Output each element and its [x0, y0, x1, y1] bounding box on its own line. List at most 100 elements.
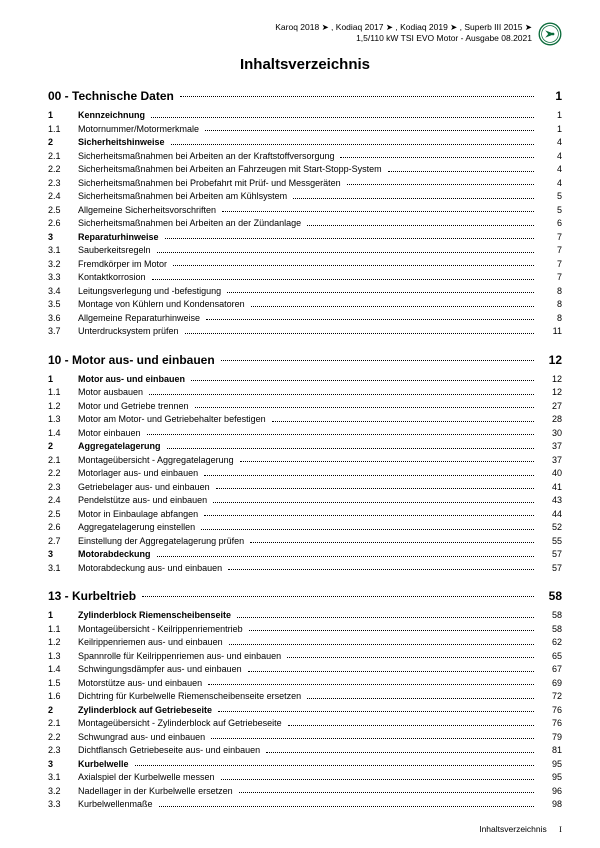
toc-row: 2.3Dichtflansch Getriebeseite aus- und e… [48, 744, 562, 758]
toc-row-label: Motor ausbauen [78, 386, 143, 400]
toc-row: 3.2Fremdkörper im Motor7 [48, 258, 562, 272]
toc-row: 2.5Motor in Einbaulage abfangen44 [48, 508, 562, 522]
toc-row: 3.1Axialspiel der Kurbelwelle messen95 [48, 771, 562, 785]
toc-row: 2.1Montageübersicht - Zylinderblock auf … [48, 717, 562, 731]
toc-row-number: 1 [48, 109, 78, 123]
toc-row-number: 2.5 [48, 508, 78, 522]
toc-row-label: Nadellager in der Kurbelwelle ersetzen [78, 785, 233, 799]
leader-dots [208, 684, 534, 685]
toc-row-label: Axialspiel der Kurbelwelle messen [78, 771, 215, 785]
toc-row-number: 1 [48, 609, 78, 623]
leader-dots [240, 461, 534, 462]
toc-row-number: 2.2 [48, 467, 78, 481]
leader-dots [165, 238, 534, 239]
toc-row-number: 3.7 [48, 325, 78, 339]
toc-row-number: 3 [48, 231, 78, 245]
skoda-logo-icon [538, 22, 562, 46]
toc-row-label: Dichtflansch Getriebeseite aus- und einb… [78, 744, 260, 758]
toc-row-number: 2.4 [48, 190, 78, 204]
toc-row-label: Kennzeichnung [78, 109, 145, 123]
toc-row-number: 1 [48, 373, 78, 387]
toc-row-label: Einstellung der Aggregatelagerung prüfen [78, 535, 244, 549]
toc-row: 2.4Sicherheitsmaßnahmen bei Arbeiten am … [48, 190, 562, 204]
toc-row-page: 95 [538, 758, 562, 772]
toc-row-number: 1.1 [48, 623, 78, 637]
page-title: Inhaltsverzeichnis [48, 56, 562, 73]
toc-row-page: 4 [538, 163, 562, 177]
leader-dots [221, 360, 534, 361]
toc-row: 1Zylinderblock Riemenscheibenseite 58 [48, 609, 562, 623]
leader-dots [227, 292, 534, 293]
toc-row: 3.5Montage von Kühlern und Kondensatoren… [48, 298, 562, 312]
toc-row-page: 37 [538, 454, 562, 468]
toc-row-label: Zylinderblock auf Getriebeseite [78, 704, 212, 718]
toc-row-page: 58 [538, 623, 562, 637]
toc-row-number: 3.1 [48, 562, 78, 576]
toc-row-label: Motor einbauen [78, 427, 141, 441]
toc-row-label: Montageübersicht - Zylinderblock auf Get… [78, 717, 282, 731]
toc-row-page: 11 [538, 325, 562, 339]
leader-dots [222, 211, 534, 212]
toc-row: 2.7Einstellung der Aggregatelagerung prü… [48, 535, 562, 549]
leader-dots [293, 198, 534, 199]
toc-row-label: Fremdkörper im Motor [78, 258, 167, 272]
toc-row-label: Montageübersicht - Aggregatelagerung [78, 454, 234, 468]
toc-row-number: 2.1 [48, 454, 78, 468]
toc-row-label: Leitungsverlegung und -befestigung [78, 285, 221, 299]
toc-row-label: Sicherheitsmaßnahmen bei Arbeiten an Fah… [78, 163, 382, 177]
toc-row-number: 1.4 [48, 663, 78, 677]
toc-row-label: Getriebelager aus- und einbauen [78, 481, 210, 495]
toc-row-page: 6 [538, 217, 562, 231]
leader-dots [272, 421, 534, 422]
leader-dots [204, 515, 534, 516]
toc-row-label: Montage von Kühlern und Kondensatoren [78, 298, 245, 312]
leader-dots [204, 475, 534, 476]
toc-row-number: 3 [48, 758, 78, 772]
leader-dots [157, 556, 534, 557]
toc-row: 3Reparaturhinweise7 [48, 231, 562, 245]
toc-row-number: 1.1 [48, 123, 78, 137]
toc-row-label: Zylinderblock Riemenscheibenseite [78, 609, 231, 623]
toc-row-number: 2.1 [48, 150, 78, 164]
toc-row: 2.6Aggregatelagerung einstellen52 [48, 521, 562, 535]
table-of-contents: 00 - Technische Daten11Kennzeichnung11.1… [48, 89, 562, 812]
toc-row-number: 3.3 [48, 798, 78, 812]
toc-row-label: Kurbelwelle [78, 758, 129, 772]
toc-row-page: 30 [538, 427, 562, 441]
toc-row-number: 2.6 [48, 217, 78, 231]
toc-row-page: 57 [538, 562, 562, 576]
toc-row-page: 4 [538, 150, 562, 164]
toc-row: 1.2Motor und Getriebe trennen27 [48, 400, 562, 414]
toc-row: 1.3Motor am Motor- und Getriebehalter be… [48, 413, 562, 427]
toc-row-number: 3.6 [48, 312, 78, 326]
leader-dots [216, 488, 534, 489]
toc-row-page: 72 [538, 690, 562, 704]
toc-row-page: 57 [538, 548, 562, 562]
toc-row-label: Montageübersicht - Keilrippenriementrieb [78, 623, 243, 637]
toc-row-page: 62 [538, 636, 562, 650]
section-heading-label: 13 - Kurbeltrieb [48, 589, 136, 603]
toc-row-number: 3.1 [48, 771, 78, 785]
leader-dots [157, 252, 534, 253]
toc-row-page: 1 [538, 123, 562, 137]
leader-dots [167, 448, 534, 449]
toc-row-number: 2.2 [48, 731, 78, 745]
toc-row-number: 1.6 [48, 690, 78, 704]
toc-row-page: 76 [538, 704, 562, 718]
toc-row: 3.1Motorabdeckung aus- und einbauen57 [48, 562, 562, 576]
toc-row: 2.2Sicherheitsmaßnahmen bei Arbeiten an … [48, 163, 562, 177]
toc-row-page: 37 [538, 440, 562, 454]
toc-row-page: 58 [538, 609, 562, 623]
toc-row-page: 8 [538, 285, 562, 299]
toc-row-page: 55 [538, 535, 562, 549]
leader-dots [229, 644, 534, 645]
toc-row-label: Motorlager aus- und einbauen [78, 467, 198, 481]
leader-dots [288, 725, 534, 726]
toc-row-label: Dichtring für Kurbelwelle Riemenscheiben… [78, 690, 301, 704]
leader-dots [206, 319, 534, 320]
toc-row-label: Reparaturhinweise [78, 231, 159, 245]
toc-row: 2.5Allgemeine Sicherheitsvorschriften5 [48, 204, 562, 218]
toc-row-label: Motor am Motor- und Getriebehalter befes… [78, 413, 266, 427]
toc-row-number: 1.5 [48, 677, 78, 691]
leader-dots [287, 657, 534, 658]
